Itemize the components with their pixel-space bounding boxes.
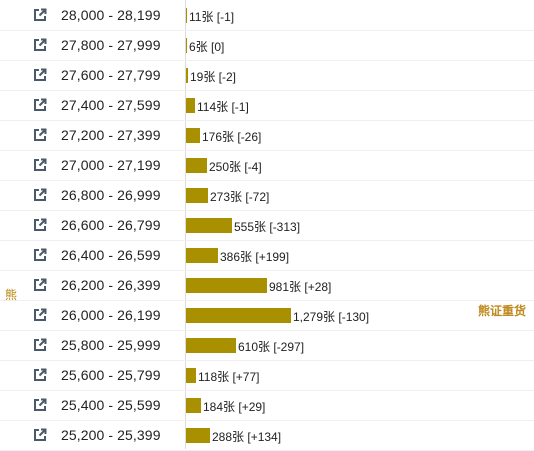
external-link-icon[interactable] [33, 248, 47, 262]
price-range: 25,600 - 25,799 [61, 367, 161, 383]
table-row: 26,200 - 26,399 981张 [+28] [0, 270, 534, 301]
count-bar [186, 128, 200, 143]
count-label: 273张 [-72] [210, 190, 270, 204]
price-range: 26,800 - 26,999 [61, 187, 161, 203]
count-label: 6张 [0] [189, 40, 225, 54]
price-range: 28,000 - 28,199 [61, 7, 161, 23]
external-link-icon[interactable] [33, 128, 47, 142]
count-bar [186, 368, 196, 383]
external-link-icon[interactable] [33, 68, 47, 82]
external-link-icon[interactable] [33, 8, 47, 22]
price-range: 26,400 - 26,599 [61, 247, 161, 263]
count-label: 118张 [+77] [198, 370, 260, 384]
table-row: 27,000 - 27,199 250张 [-4] [0, 150, 534, 181]
table-row: 25,400 - 25,599 184张 [+29] [0, 390, 534, 421]
table-row: 27,200 - 27,399 176张 [-26] [0, 120, 534, 151]
table-row: 25,600 - 25,799 118张 [+77] [0, 360, 534, 391]
count-bar [186, 218, 232, 233]
price-range: 27,600 - 27,799 [61, 67, 161, 83]
side-label: 熊 [5, 288, 18, 302]
external-link-icon[interactable] [33, 188, 47, 202]
count-bar [186, 38, 187, 53]
count-label: 981张 [+28] [269, 280, 332, 294]
price-range: 26,600 - 26,799 [61, 217, 161, 233]
price-range: 27,800 - 27,999 [61, 37, 161, 53]
count-bar [186, 248, 218, 263]
price-range: 26,200 - 26,399 [61, 277, 161, 293]
count-bar [186, 188, 208, 203]
count-label: 11张 [-1] [189, 10, 235, 24]
count-bar [186, 68, 188, 83]
external-link-icon[interactable] [33, 218, 47, 232]
count-bar [186, 428, 210, 443]
table-row: 25,800 - 25,999 610张 [-297] [0, 330, 534, 361]
count-label: 176张 [-26] [202, 130, 262, 144]
count-bar [186, 98, 195, 113]
count-label: 610张 [-297] [238, 340, 305, 354]
price-range: 27,000 - 27,199 [61, 157, 161, 173]
price-range: 27,400 - 27,599 [61, 97, 161, 113]
external-link-icon[interactable] [33, 158, 47, 172]
table-row: 26,600 - 26,799 555张 [-313] [0, 210, 534, 241]
table-row: 27,800 - 27,999 6张 [0] [0, 30, 534, 61]
count-label: 114张 [-1] [197, 100, 249, 114]
count-label: 555张 [-313] [234, 220, 301, 234]
count-bar [186, 278, 267, 293]
heavy-cargo-label: 熊证重货 [478, 304, 527, 318]
table-row: 27,600 - 27,799 19张 [-2] [0, 60, 534, 91]
count-label: 250张 [-4] [209, 160, 262, 174]
count-bar [186, 338, 236, 353]
count-bar [186, 158, 207, 173]
price-range: 25,400 - 25,599 [61, 397, 161, 413]
external-link-icon[interactable] [33, 338, 47, 352]
count-bar [186, 398, 201, 413]
count-label: 386张 [+199] [220, 250, 290, 264]
count-label: 1,279张 [-130] [293, 310, 370, 324]
price-range: 25,800 - 25,999 [61, 337, 161, 353]
table-row: 26,800 - 26,999 273张 [-72] [0, 180, 534, 211]
external-link-icon[interactable] [33, 368, 47, 382]
price-range: 26,000 - 26,199 [61, 307, 161, 323]
external-link-icon[interactable] [33, 398, 47, 412]
table-row: 27,400 - 27,599 114张 [-1] [0, 90, 534, 121]
price-range: 25,200 - 25,399 [61, 427, 161, 443]
count-bar [186, 308, 291, 323]
external-link-icon[interactable] [33, 98, 47, 112]
table-row: 28,000 - 28,199 11张 [-1] [0, 0, 534, 31]
table-row: 26,400 - 26,599 386张 [+199] [0, 240, 534, 271]
external-link-icon[interactable] [33, 38, 47, 52]
external-link-icon[interactable] [33, 308, 47, 322]
count-label: 184张 [+29] [203, 400, 266, 414]
count-label: 19张 [-2] [190, 70, 237, 84]
external-link-icon[interactable] [33, 428, 47, 442]
price-range: 27,200 - 27,399 [61, 127, 161, 143]
count-bar [186, 8, 187, 23]
external-link-icon[interactable] [33, 278, 47, 292]
bar-axis-line [185, 0, 186, 449]
count-label: 288张 [+134] [212, 430, 282, 444]
table-row: 26,000 - 26,199 1,279张 [-130] [0, 300, 534, 331]
table-row: 25,200 - 25,399 288张 [+134] [0, 420, 534, 451]
